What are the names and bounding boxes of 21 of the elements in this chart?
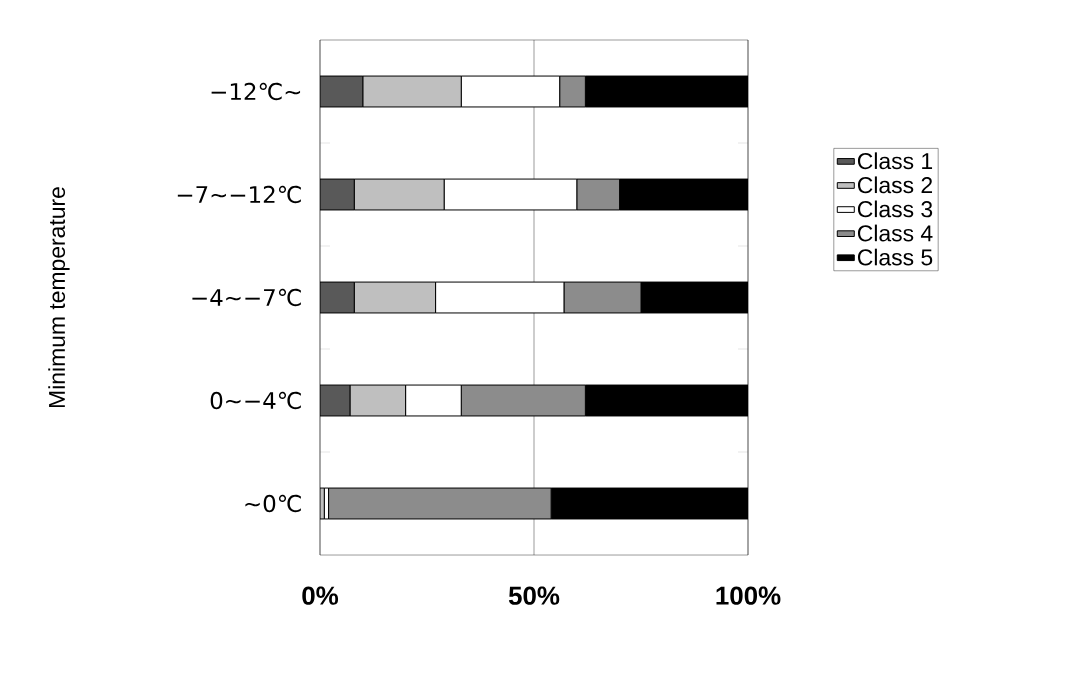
- bar: [320, 178, 355, 211]
- bar: [362, 75, 462, 108]
- legend-label: Class 5: [857, 248, 933, 266]
- x-tick-label: 0%: [302, 586, 339, 605]
- bar: [349, 384, 407, 417]
- y-tick-label: −4∼−7℃: [192, 288, 301, 307]
- legend-label: Class 4: [857, 224, 933, 242]
- legend-label: Class 3: [857, 200, 933, 218]
- legend-label: Class 2: [857, 176, 933, 194]
- bar: [320, 75, 364, 108]
- legend-label: Class 1: [857, 152, 933, 170]
- y-tick-label: −12℃∼: [211, 82, 301, 101]
- bar: [353, 281, 437, 314]
- bar: [353, 178, 445, 211]
- y-axis-title: Minimum temperature: [48, 187, 70, 408]
- y-tick-label: 0∼−4℃: [210, 391, 301, 410]
- y-tick-label: ∼0℃: [245, 494, 301, 513]
- bar: [320, 281, 355, 314]
- x-tick-label: 100%: [716, 586, 781, 605]
- y-tick-label: −7∼−12℃: [177, 185, 301, 204]
- x-tick-label: 50%: [508, 586, 560, 605]
